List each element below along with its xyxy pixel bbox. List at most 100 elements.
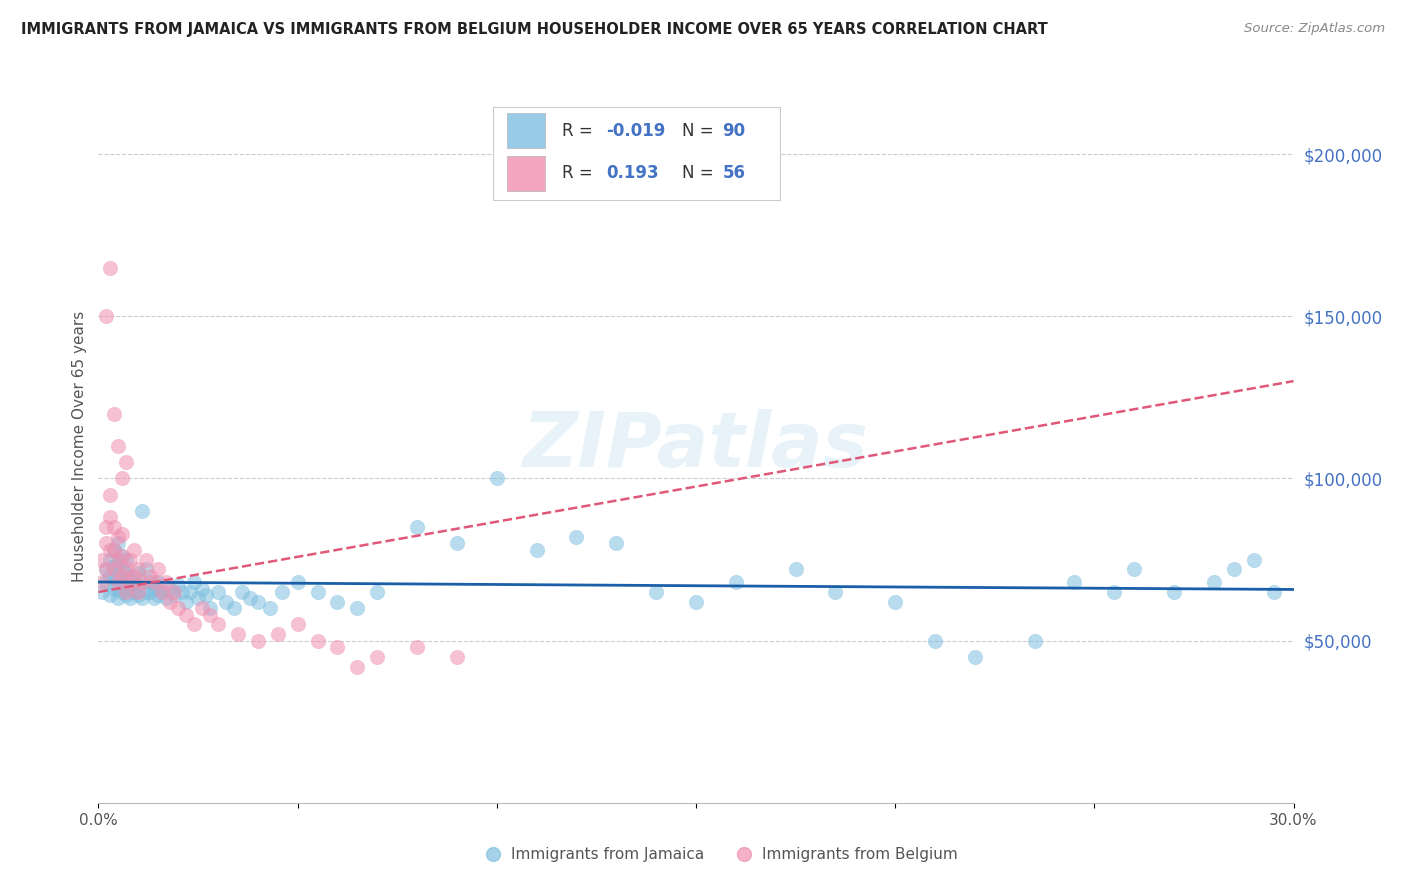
Point	[98, 260, 122, 275]
Point	[120, 575, 142, 590]
Point	[446, 536, 468, 550]
Point	[785, 562, 807, 576]
Text: -0.019: -0.019	[606, 121, 665, 139]
Point	[143, 591, 166, 606]
Point	[107, 575, 129, 590]
Point	[406, 520, 429, 534]
Text: N =: N =	[682, 164, 718, 182]
Point	[115, 585, 138, 599]
Point	[148, 562, 170, 576]
Point	[485, 471, 508, 485]
Point	[111, 471, 134, 485]
Point	[824, 585, 846, 599]
Point	[96, 562, 118, 576]
Point	[150, 585, 173, 599]
Point	[107, 591, 129, 606]
Point	[111, 568, 134, 582]
Point	[107, 536, 129, 550]
Point	[187, 591, 209, 606]
Point	[98, 552, 122, 566]
Point	[150, 585, 173, 599]
Point	[115, 578, 138, 592]
Point	[191, 582, 214, 596]
Point	[1202, 575, 1225, 590]
Point	[111, 549, 134, 564]
Point	[307, 585, 329, 599]
Point	[96, 575, 118, 590]
Point	[120, 552, 142, 566]
Point	[963, 649, 986, 664]
Point	[267, 627, 290, 641]
FancyBboxPatch shape	[508, 113, 546, 148]
Point	[287, 617, 309, 632]
Point	[246, 595, 269, 609]
Point	[103, 559, 125, 574]
Point	[183, 575, 205, 590]
Point	[174, 607, 197, 622]
Point	[103, 542, 125, 557]
Point	[96, 310, 118, 324]
Point	[159, 582, 181, 596]
Point	[287, 575, 309, 590]
Point	[127, 588, 149, 602]
Point	[1104, 585, 1126, 599]
Point	[326, 640, 349, 654]
Point	[215, 595, 238, 609]
Point	[124, 575, 146, 590]
Point	[124, 585, 146, 599]
Point	[120, 582, 142, 596]
Point	[183, 617, 205, 632]
Point	[148, 575, 170, 590]
Text: 90: 90	[723, 121, 745, 139]
Point	[163, 585, 186, 599]
Point	[127, 566, 149, 580]
Point	[96, 536, 118, 550]
Point	[131, 591, 153, 606]
Text: R =: R =	[562, 164, 603, 182]
Point	[96, 520, 118, 534]
Point	[103, 407, 125, 421]
Point	[1243, 552, 1265, 566]
Point	[924, 633, 946, 648]
Point	[155, 591, 177, 606]
Point	[222, 601, 245, 615]
Point	[645, 585, 668, 599]
Point	[191, 601, 214, 615]
Point	[115, 455, 138, 469]
Point	[143, 575, 166, 590]
Text: 0.193: 0.193	[606, 164, 659, 182]
Point	[139, 575, 162, 590]
Point	[91, 552, 114, 566]
Text: N =: N =	[682, 121, 718, 139]
Point	[103, 520, 125, 534]
Point	[884, 595, 907, 609]
Point	[98, 510, 122, 524]
Point	[115, 552, 138, 566]
Point	[124, 542, 146, 557]
Point	[111, 549, 134, 564]
Point	[326, 595, 349, 609]
Text: ZIPatlas: ZIPatlas	[523, 409, 869, 483]
Point	[111, 585, 134, 599]
Point	[167, 601, 190, 615]
Point	[98, 488, 122, 502]
Point	[307, 633, 329, 648]
Text: R =: R =	[562, 121, 598, 139]
Point	[115, 566, 138, 580]
Point	[107, 568, 129, 582]
Point	[127, 578, 149, 592]
Point	[231, 585, 253, 599]
Point	[139, 585, 162, 599]
Text: 56: 56	[723, 164, 745, 182]
Text: IMMIGRANTS FROM JAMAICA VS IMMIGRANTS FROM BELGIUM HOUSEHOLDER INCOME OVER 65 YE: IMMIGRANTS FROM JAMAICA VS IMMIGRANTS FR…	[21, 22, 1047, 37]
Point	[124, 568, 146, 582]
Point	[107, 552, 129, 566]
Point	[91, 575, 114, 590]
Point	[107, 582, 129, 596]
Text: Source: ZipAtlas.com: Source: ZipAtlas.com	[1244, 22, 1385, 36]
Point	[163, 588, 186, 602]
Y-axis label: Householder Income Over 65 years: Householder Income Over 65 years	[72, 310, 87, 582]
Point	[98, 588, 122, 602]
Point	[91, 585, 114, 599]
Point	[1223, 562, 1246, 576]
